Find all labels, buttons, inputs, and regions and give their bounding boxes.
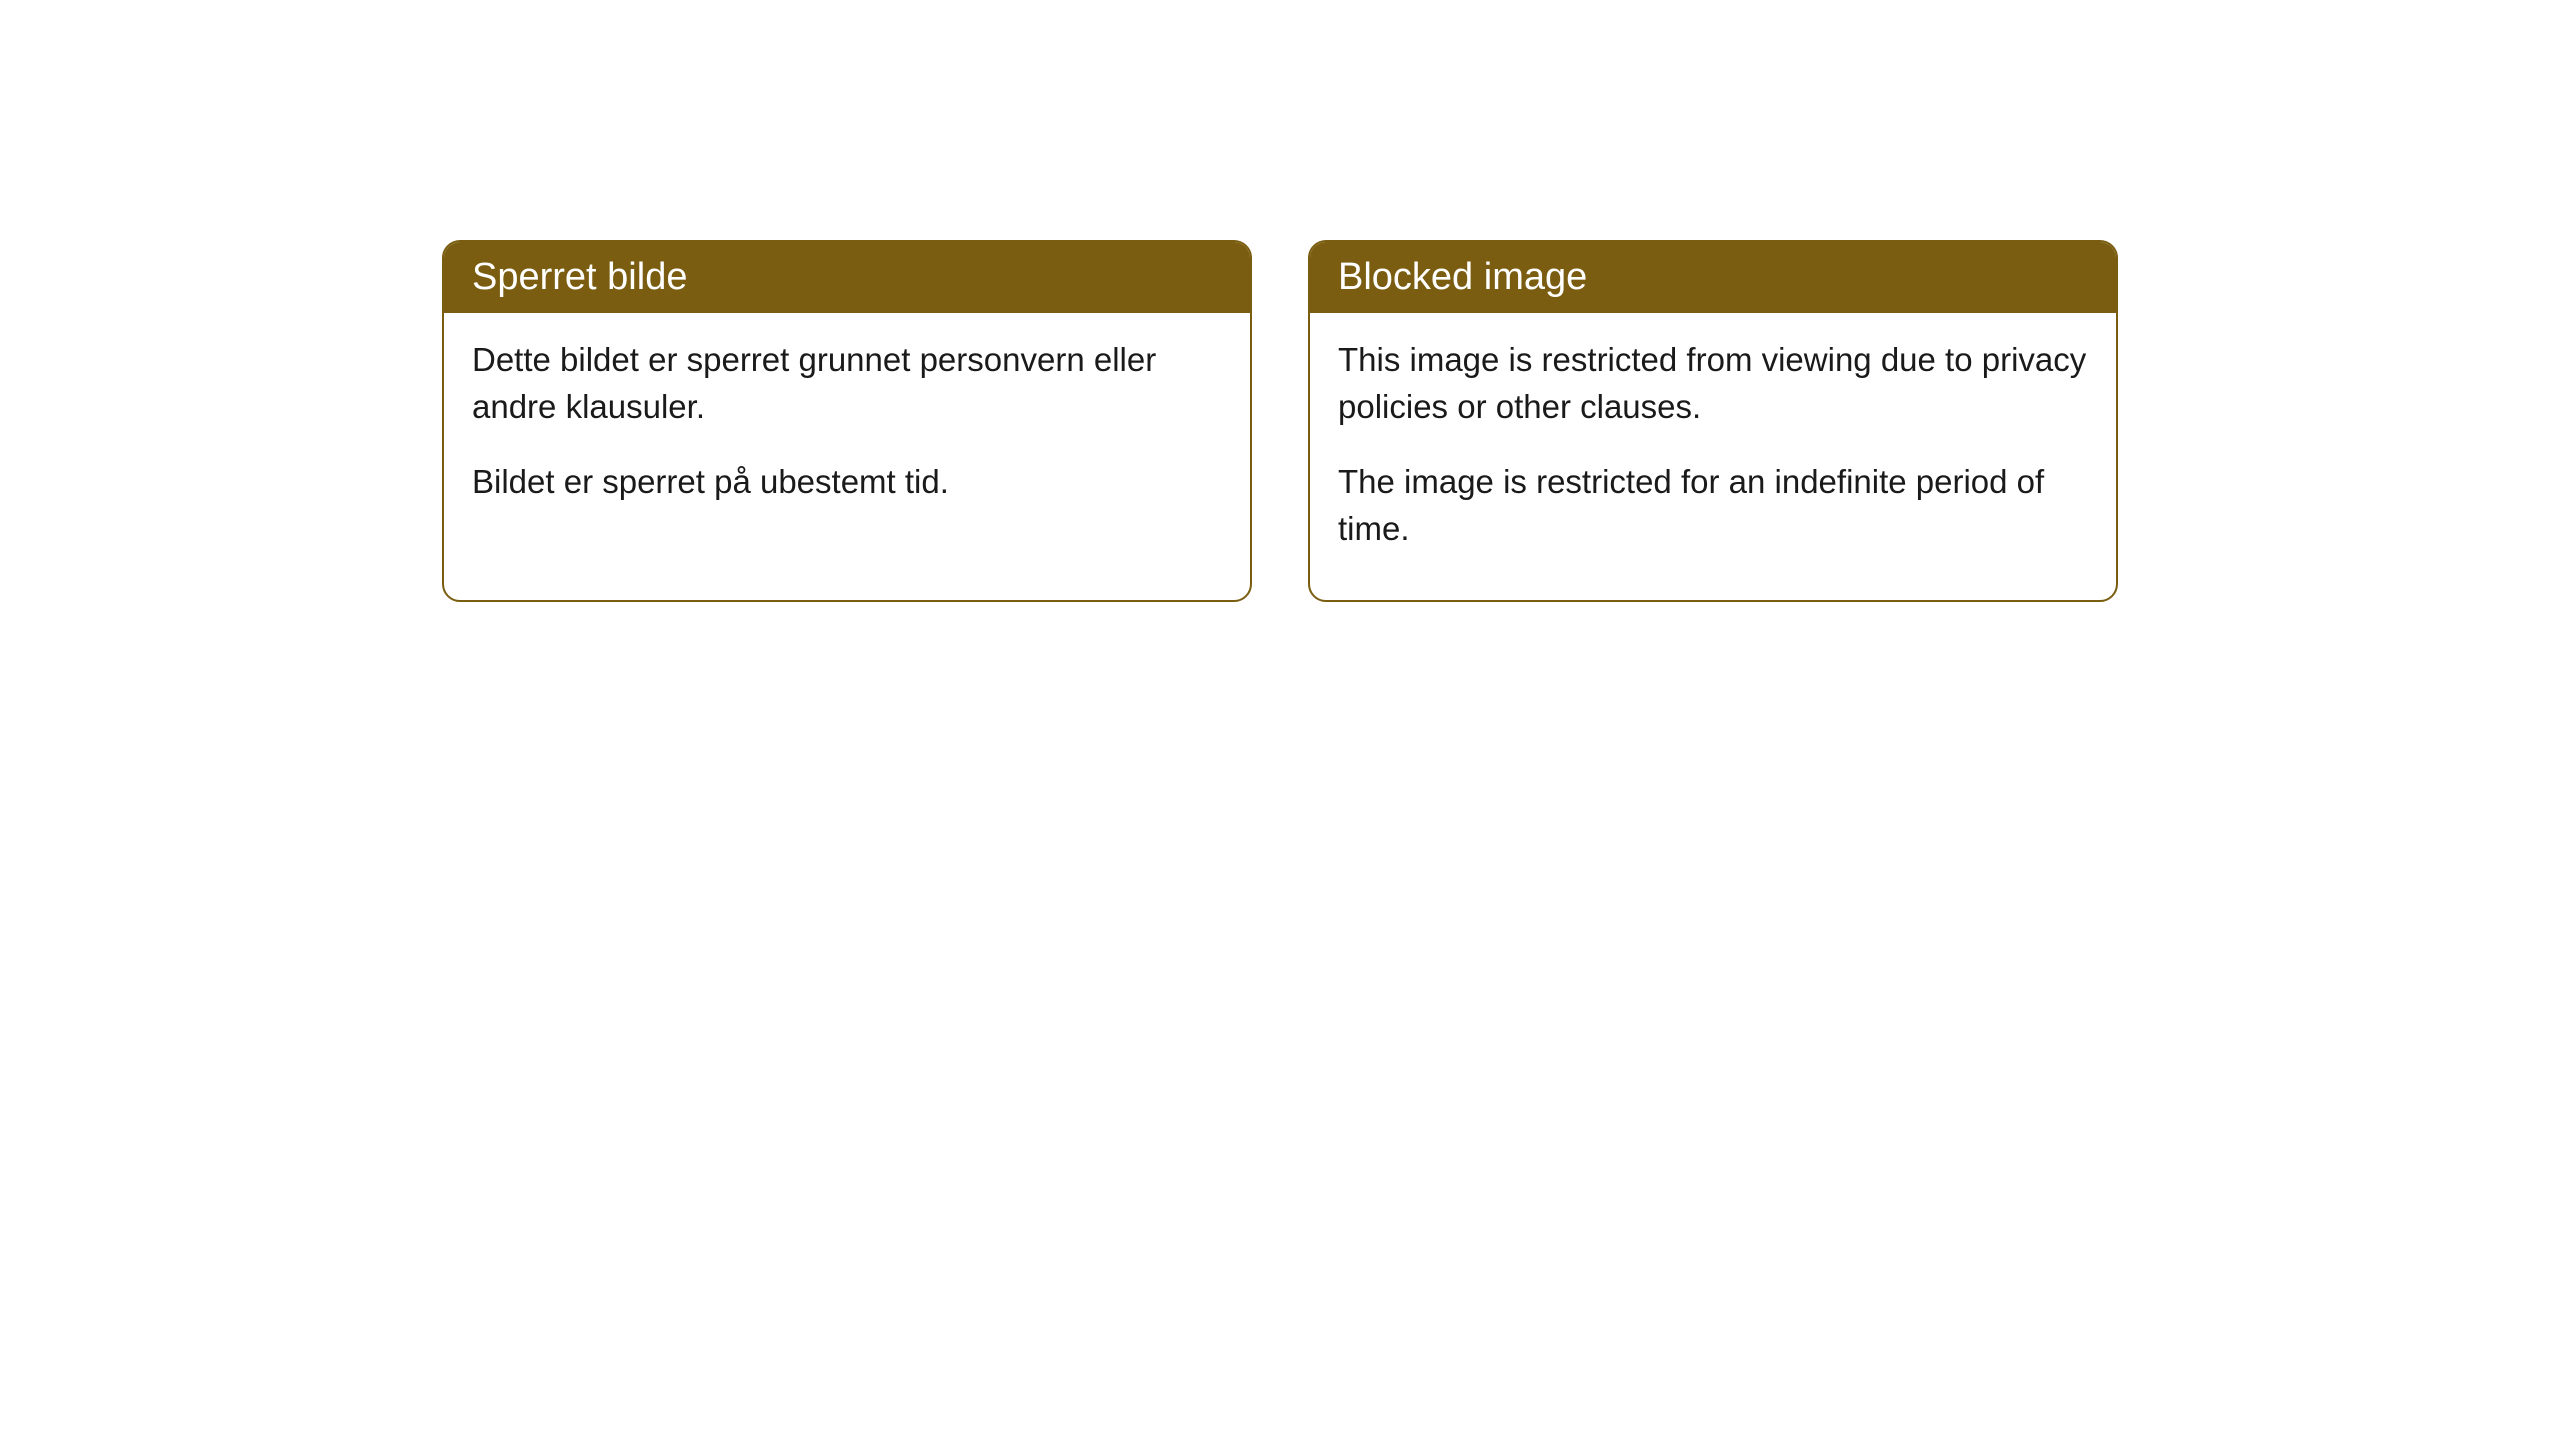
card-title: Blocked image (1338, 256, 1587, 298)
card-title: Sperret bilde (472, 256, 687, 298)
card-paragraph: Dette bildet er sperret grunnet personve… (472, 337, 1222, 431)
cards-container: Sperret bilde Dette bildet er sperret gr… (0, 240, 2560, 602)
card-paragraph: The image is restricted for an indefinit… (1338, 459, 2088, 553)
card-body-norwegian: Dette bildet er sperret grunnet personve… (444, 313, 1250, 554)
card-header-norwegian: Sperret bilde (444, 242, 1250, 313)
card-english: Blocked image This image is restricted f… (1308, 240, 2118, 602)
card-header-english: Blocked image (1310, 242, 2116, 313)
card-norwegian: Sperret bilde Dette bildet er sperret gr… (442, 240, 1252, 602)
card-body-english: This image is restricted from viewing du… (1310, 313, 2116, 600)
card-paragraph: Bildet er sperret på ubestemt tid. (472, 459, 1222, 506)
card-paragraph: This image is restricted from viewing du… (1338, 337, 2088, 431)
